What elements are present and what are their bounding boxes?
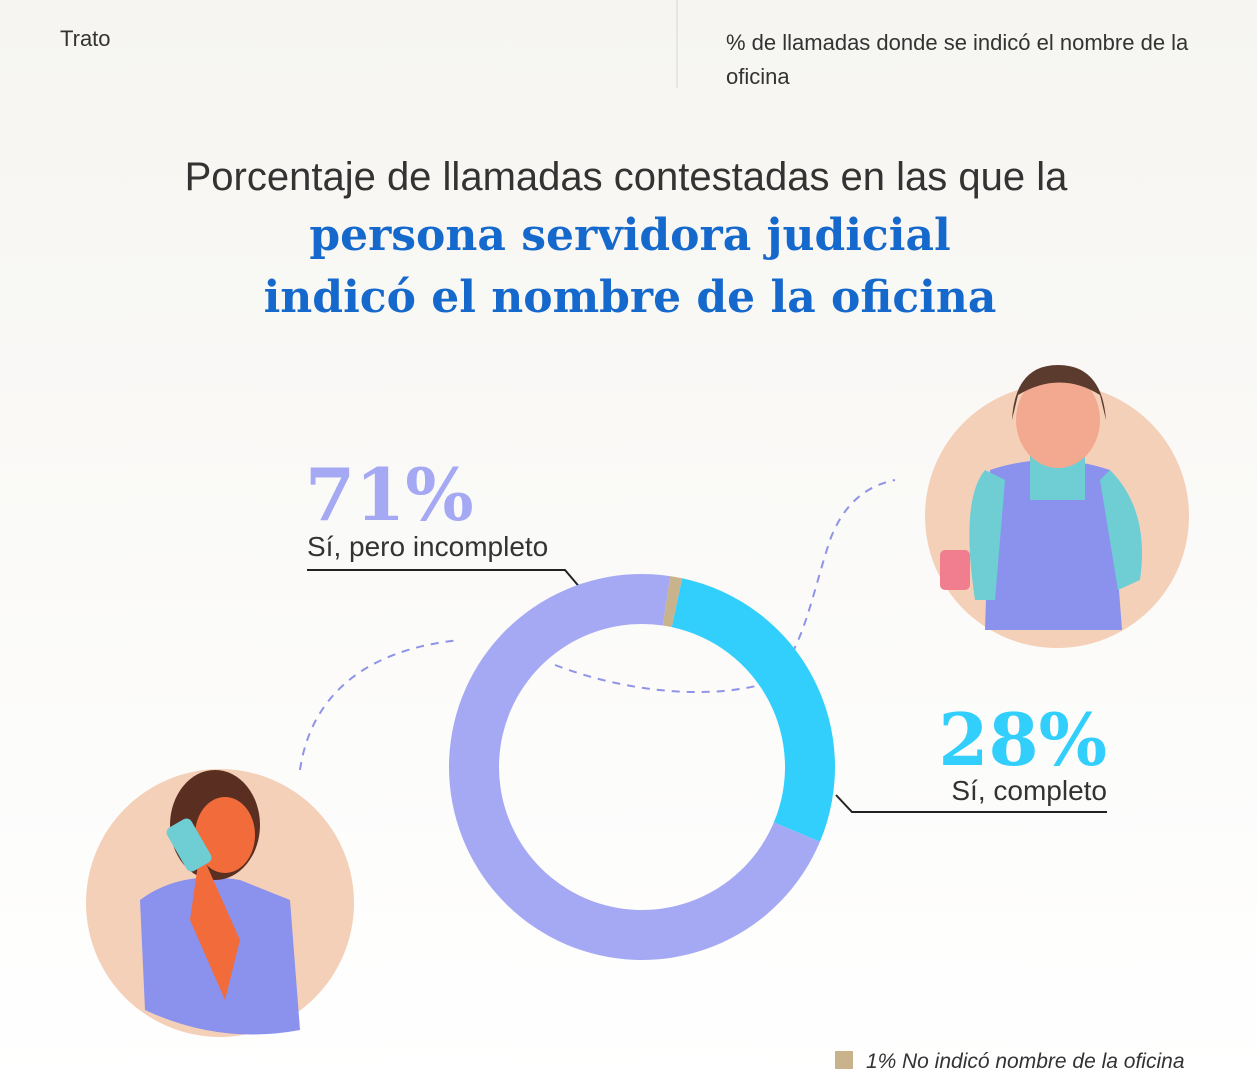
decor-dash <box>554 479 896 694</box>
donut <box>449 574 836 961</box>
connector <box>835 794 1107 813</box>
illustration-left <box>86 769 354 1037</box>
legend-value: 1% <box>866 1050 896 1073</box>
legend-swatch <box>835 1051 853 1069</box>
decor-dash <box>299 639 461 771</box>
connector <box>307 569 583 591</box>
labels: 28%Sí, completo 71%Sí, pero incompleto 1% N… <box>305 452 1185 1073</box>
subtitle-box: persona servidora judicial indicó el nom… <box>263 210 997 335</box>
illustration-right <box>925 365 1189 648</box>
indicator-label: % de llamadas donde se indicó el nombre … <box>726 30 1189 89</box>
donut-segment <box>671 578 836 842</box>
section-label: Trato <box>60 26 111 51</box>
indicator-box: % de llamadas donde se indicó el nombre … <box>726 30 1189 89</box>
category-label: Sí, completo <box>951 775 1107 806</box>
category-label: Sí, pero incompleto <box>307 531 548 562</box>
legend-label: No indicó nombre de la oficina <box>902 1050 1185 1073</box>
chart-title: Porcentaje de llamadas contestadas en la… <box>185 155 1069 199</box>
chart-subtitle: persona servidora judicial indicó el nom… <box>263 210 997 335</box>
donut-segment <box>662 576 683 628</box>
value-label: 28% <box>938 697 1107 782</box>
value-label: 71% <box>305 452 474 537</box>
